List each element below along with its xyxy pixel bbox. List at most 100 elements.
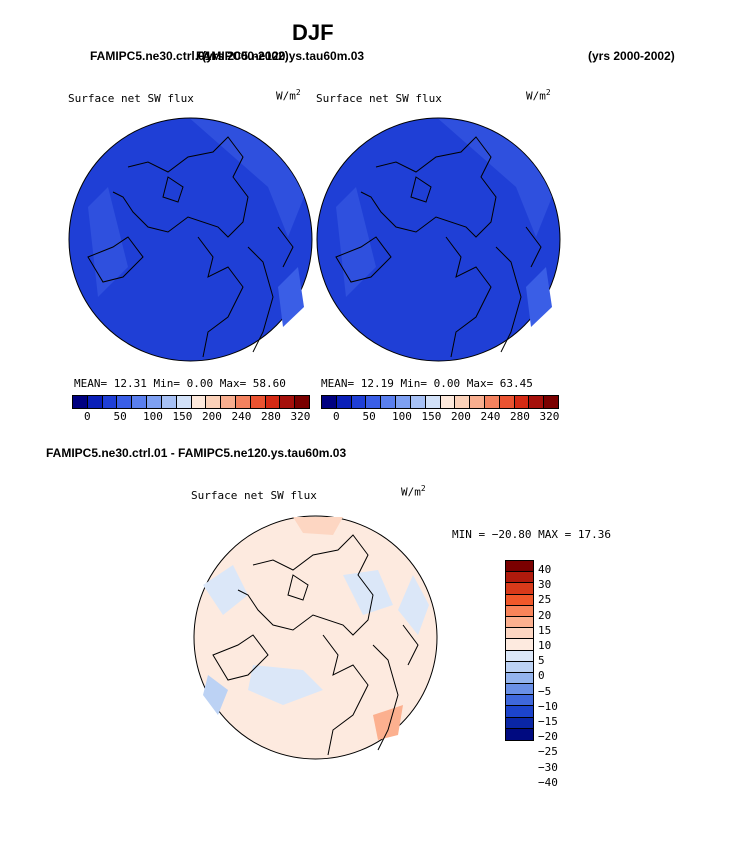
panel2-polar-map	[316, 117, 561, 362]
colorbar-tick-label: 15	[538, 621, 558, 636]
colorbar-swatch	[73, 396, 88, 408]
colorbar-swatch	[529, 396, 544, 408]
diff-polar-map	[193, 515, 438, 760]
colorbar-tick-label: 200	[451, 410, 471, 423]
colorbar-swatch	[506, 706, 533, 717]
colorbar-swatch	[506, 673, 533, 684]
colorbar-swatch	[295, 396, 309, 408]
colorbar-swatch	[455, 396, 470, 408]
colorbar-tick-label: 240	[481, 410, 501, 423]
colorbar-tick-label: 100	[392, 410, 412, 423]
years-label-overlap: (yrs 2000-2002)	[202, 49, 289, 63]
colorbar-swatch	[266, 396, 281, 408]
colorbar-swatch	[192, 396, 207, 408]
colorbar-swatch	[506, 595, 533, 606]
panel2-units: W/m2	[526, 88, 551, 103]
colorbar-swatch	[396, 396, 411, 408]
colorbar-tick-label: 200	[202, 410, 222, 423]
colorbar-swatch	[117, 396, 132, 408]
colorbar-tick-label: 50	[363, 410, 376, 423]
diff-colorbar-labels: 40 30 25 20 15 10 5 0 −5 −10 −15 −20 −25 −30 −40	[538, 560, 558, 788]
colorbar-swatch	[221, 396, 236, 408]
colorbar-swatch	[544, 396, 558, 408]
colorbar-swatch	[322, 396, 337, 408]
colorbar-swatch	[132, 396, 147, 408]
colorbar-swatch	[506, 684, 533, 695]
colorbar-swatch	[506, 662, 533, 673]
colorbar-tick-label: −30	[538, 758, 558, 773]
colorbar-swatch	[470, 396, 485, 408]
diff-variable-label: Surface net SW flux	[191, 489, 317, 502]
colorbar-swatch	[426, 396, 441, 408]
colorbar-tick-label: 0	[84, 410, 91, 423]
colorbar-tick-label: 150	[173, 410, 193, 423]
colorbar-swatch	[366, 396, 381, 408]
diff-colorbar	[505, 560, 534, 741]
colorbar-swatch	[103, 396, 118, 408]
colorbar-tick-label: 50	[114, 410, 127, 423]
colorbar-swatch	[500, 396, 515, 408]
colorbar-swatch	[88, 396, 103, 408]
colorbar-swatch	[506, 606, 533, 617]
panel2-variable-label: Surface net SW flux	[316, 92, 442, 105]
colorbar-swatch	[381, 396, 396, 408]
colorbar-swatch	[280, 396, 295, 408]
colorbar-tick-label: 10	[538, 636, 558, 651]
colorbar-swatch	[352, 396, 367, 408]
colorbar-tick-label: 30	[538, 575, 558, 590]
colorbar-tick-label: 20	[538, 606, 558, 621]
colorbar-swatch	[506, 561, 533, 572]
colorbar-swatch	[506, 572, 533, 583]
colorbar-swatch	[441, 396, 456, 408]
colorbar-swatch	[506, 718, 533, 729]
panel2-stats: MEAN= 12.19 Min= 0.00 Max= 63.45	[321, 377, 533, 390]
colorbar-swatch	[147, 396, 162, 408]
diff-title: FAMIPC5.ne30.ctrl.01 - FAMIPC5.ne120.ys.…	[46, 446, 346, 460]
case-name-ctrl: FAMIPC5.ne30.ctrl.01	[90, 49, 211, 63]
colorbar-swatch	[506, 628, 533, 639]
colorbar-tick-label: 0	[333, 410, 340, 423]
panel1-polar-map	[68, 117, 313, 362]
years-label-right: (yrs 2000-2002)	[588, 49, 675, 63]
colorbar-tick-label: 25	[538, 590, 558, 605]
diff-minmax: MIN = −20.80 MAX = 17.36	[452, 528, 611, 541]
colorbar-swatch	[251, 396, 266, 408]
colorbar-swatch	[506, 651, 533, 662]
colorbar-tick-label: −10	[538, 697, 558, 712]
colorbar-tick-label: 320	[540, 410, 560, 423]
colorbar-swatch	[337, 396, 352, 408]
colorbar-tick-label: 280	[261, 410, 281, 423]
panel2-colorbar	[321, 395, 559, 409]
colorbar-tick-label: −15	[538, 712, 558, 727]
diff-units: W/m2	[401, 484, 426, 499]
colorbar-tick-label: −20	[538, 727, 558, 742]
colorbar-tick-label: 5	[538, 651, 558, 666]
colorbar-swatch	[411, 396, 426, 408]
colorbar-swatch	[485, 396, 500, 408]
colorbar-swatch	[162, 396, 177, 408]
colorbar-swatch	[506, 639, 533, 650]
colorbar-tick-label: −5	[538, 682, 558, 697]
panel1-units: W/m2	[276, 88, 301, 103]
colorbar-tick-label: 240	[232, 410, 252, 423]
colorbar-swatch	[506, 695, 533, 706]
colorbar-tick-label: 40	[538, 560, 558, 575]
panel1-stats: MEAN= 12.31 Min= 0.00 Max= 58.60	[74, 377, 286, 390]
colorbar-tick-label: 280	[510, 410, 530, 423]
colorbar-swatch	[177, 396, 192, 408]
colorbar-swatch	[506, 729, 533, 740]
panel1-colorbar	[72, 395, 310, 409]
colorbar-tick-label: −40	[538, 773, 558, 788]
colorbar-swatch	[236, 396, 251, 408]
colorbar-tick-label: 150	[422, 410, 442, 423]
colorbar-tick-label: −25	[538, 742, 558, 757]
panel1-variable-label: Surface net SW flux	[68, 92, 194, 105]
colorbar-swatch	[206, 396, 221, 408]
colorbar-tick-label: 320	[291, 410, 311, 423]
page-title: DJF	[292, 20, 334, 46]
colorbar-swatch	[506, 583, 533, 594]
colorbar-swatch	[515, 396, 530, 408]
colorbar-tick-label: 0	[538, 666, 558, 681]
colorbar-swatch	[506, 617, 533, 628]
colorbar-tick-label: 100	[143, 410, 163, 423]
